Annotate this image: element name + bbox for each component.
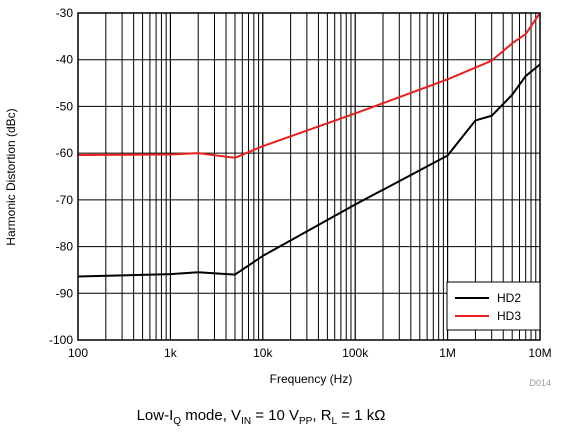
x-axis-label: Frequency (Hz) — [270, 372, 353, 386]
chart-caption: Low-IQ mode, VIN = 10 VPP, RL = 1 kΩ — [137, 407, 386, 427]
legend-box — [446, 281, 541, 331]
caption-sub-3: PP — [299, 416, 313, 427]
figure-id: D014 — [529, 378, 551, 388]
y-tick-label: -30 — [56, 6, 74, 20]
x-tick-label: 100 — [68, 346, 88, 360]
y-tick-label: -90 — [56, 286, 74, 300]
y-tick-label: -50 — [56, 99, 74, 113]
legend: HD2 HD3 — [446, 281, 541, 331]
x-tick-label: 100k — [342, 346, 369, 360]
y-tick-label: -70 — [56, 193, 74, 207]
caption-sub-1: Q — [173, 416, 181, 427]
series-line-hd2 — [77, 63, 541, 278]
y-tick-label: -80 — [56, 240, 74, 254]
caption-text-4: , R — [312, 407, 331, 424]
series-line-hd3 — [77, 12, 541, 159]
tick-labels: 100 1k 10k 100k 1M 10M -30 -40 -50 -60 -70 -80 -90 -1… — [49, 6, 552, 360]
y-tick-label: -60 — [56, 146, 74, 160]
caption-text-3: = 10 V — [251, 407, 299, 424]
legend-label-hd2: HD2 — [497, 291, 521, 305]
x-tick-label: 1k — [164, 346, 178, 360]
plot-frame — [77, 12, 541, 341]
legend-label-hd3: HD3 — [497, 309, 521, 323]
y-tick-label: -40 — [56, 53, 74, 67]
caption-sub-4: L — [332, 416, 338, 427]
caption-text-5: = 1 kΩ — [337, 407, 385, 424]
chart-series — [77, 12, 541, 278]
x-tick-label: 10M — [528, 346, 551, 360]
x-tick-label: 1M — [439, 346, 456, 360]
x-tick-label: 10k — [253, 346, 273, 360]
y-axis-label: Harmonic Distortion (dBc) — [4, 108, 18, 245]
y-tick-label: -100 — [49, 333, 73, 347]
caption-text-2: mode, V — [181, 407, 241, 424]
caption-text-1: Low-I — [137, 407, 174, 424]
caption-sub-2: IN — [241, 416, 251, 427]
